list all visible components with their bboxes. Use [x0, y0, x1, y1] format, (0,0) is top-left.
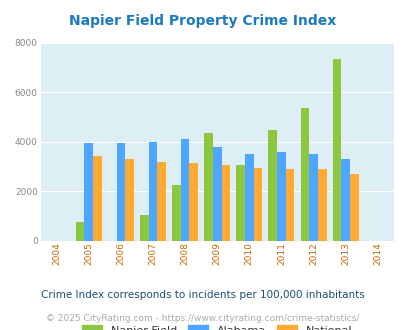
Bar [140, 215, 148, 241]
Bar [204, 133, 212, 241]
Bar [116, 143, 125, 241]
Bar [244, 154, 253, 241]
Bar [253, 168, 262, 241]
Bar [76, 222, 84, 241]
Text: Napier Field Property Crime Index: Napier Field Property Crime Index [69, 15, 336, 28]
Bar [148, 142, 157, 241]
Legend: Napier Field, Alabama, National: Napier Field, Alabama, National [78, 322, 355, 330]
Bar [157, 162, 166, 241]
Bar [309, 154, 317, 241]
Bar [221, 165, 230, 241]
Bar [268, 129, 277, 241]
Bar [180, 139, 189, 241]
Bar [212, 147, 221, 241]
Bar [84, 143, 93, 241]
Bar [172, 185, 180, 241]
Bar [349, 174, 358, 241]
Bar [93, 155, 102, 241]
Text: Crime Index corresponds to incidents per 100,000 inhabitants: Crime Index corresponds to incidents per… [41, 290, 364, 300]
Bar [317, 169, 326, 241]
Bar [189, 163, 198, 241]
Text: © 2025 CityRating.com - https://www.cityrating.com/crime-statistics/: © 2025 CityRating.com - https://www.city… [46, 314, 359, 323]
Bar [285, 169, 294, 241]
Bar [332, 59, 341, 241]
Bar [236, 165, 244, 241]
Bar [277, 152, 285, 241]
Bar [300, 109, 309, 241]
Bar [341, 159, 349, 241]
Bar [125, 159, 134, 241]
